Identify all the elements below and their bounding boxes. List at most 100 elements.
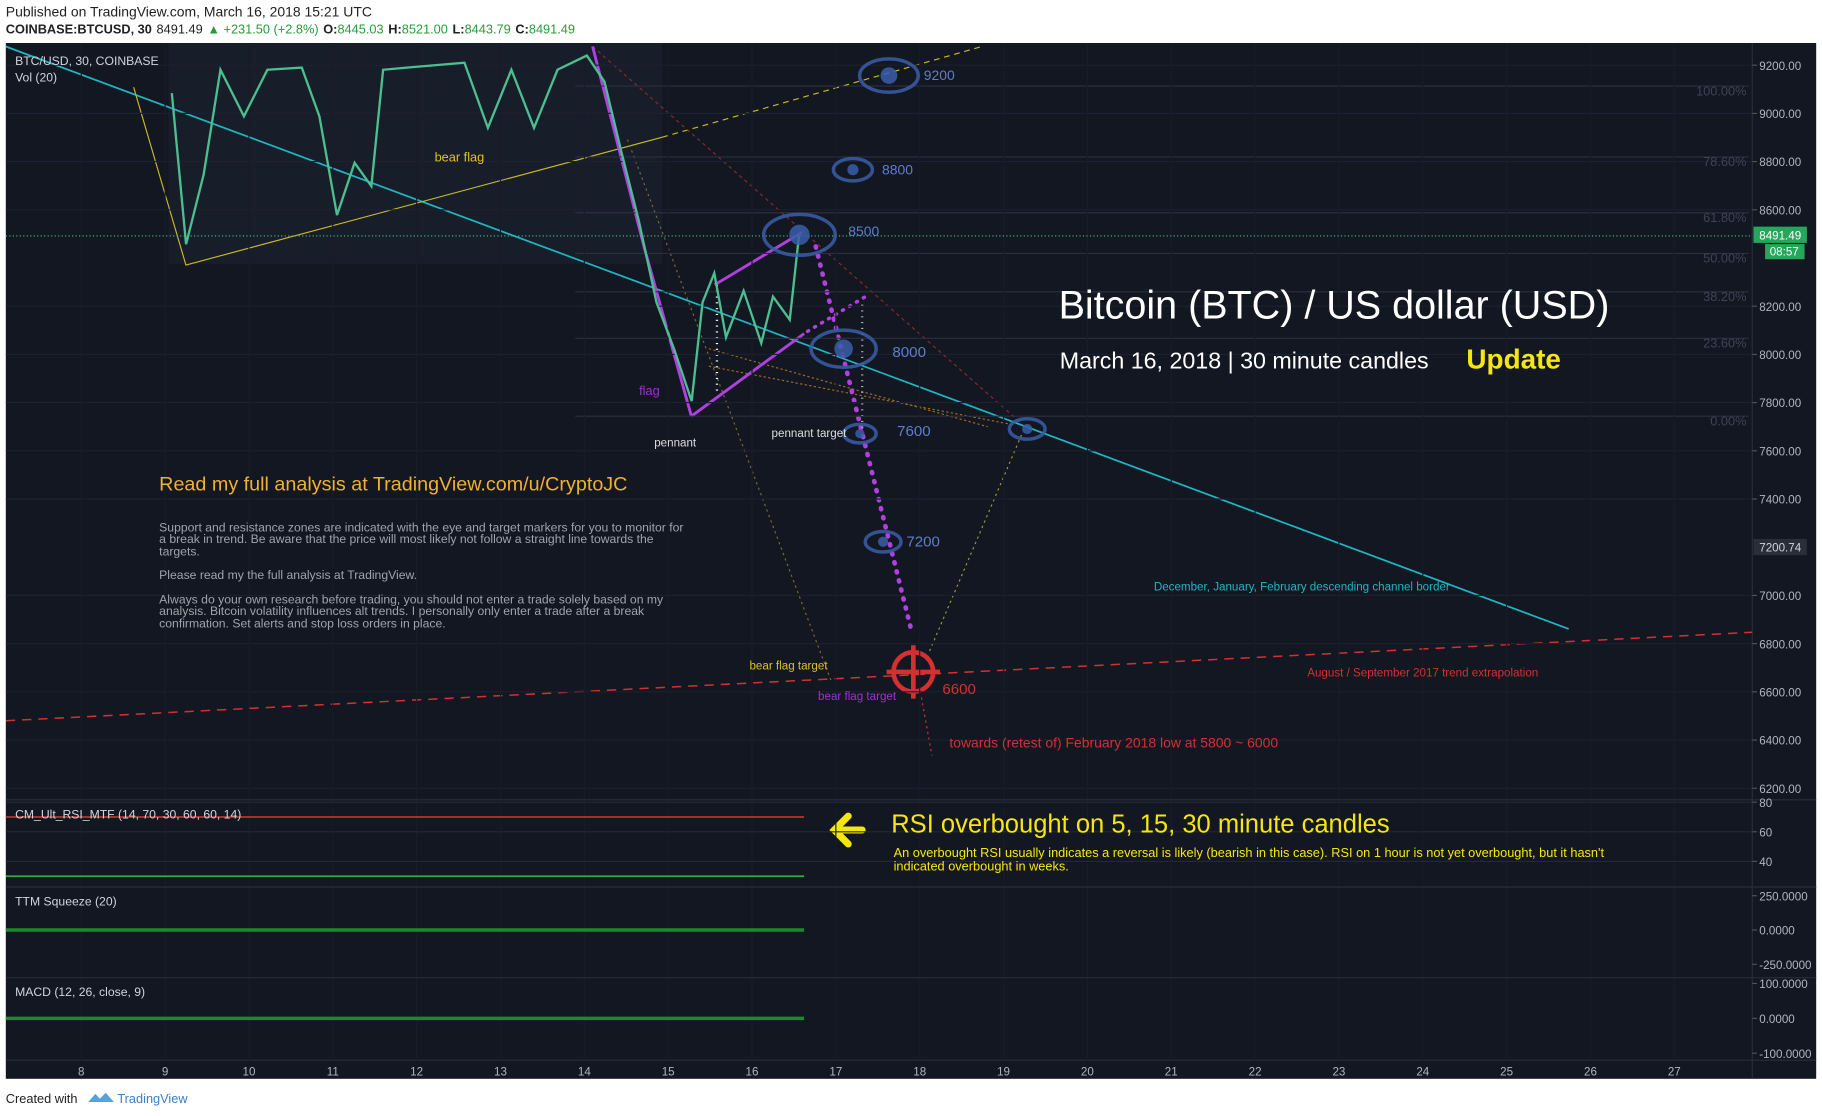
y-tick-label: 250.0000 — [1759, 890, 1807, 903]
annotation: December, January, February descending c… — [1154, 581, 1450, 594]
annotation: 8800 — [882, 161, 913, 177]
header-value: H: — [388, 22, 401, 37]
eye-pupil — [877, 536, 889, 547]
footer-text: Created with — [6, 1091, 78, 1106]
y-tick-label: 100.0000 — [1759, 978, 1807, 991]
header-value: 8491.49 — [157, 22, 203, 37]
x-tick-label: 11 — [327, 1065, 339, 1078]
header-value: C: — [515, 22, 528, 37]
dotted-line — [708, 365, 1012, 425]
annotation: August / September 2017 trend extrapolat… — [1307, 667, 1538, 680]
y-tick-label: 7000.00 — [1759, 590, 1801, 603]
eye-pupil — [834, 339, 853, 359]
x-tick-label: 27 — [1668, 1065, 1681, 1078]
path-projection — [805, 294, 868, 334]
x-tick-label: 14 — [578, 1065, 591, 1078]
bear-flag-line — [133, 87, 663, 266]
x-tick-label: 22 — [1249, 1065, 1262, 1078]
annotation: Please read my the full analysis at Trad… — [159, 568, 417, 582]
pane-title: BTC/USD, 30, COINBASE — [15, 54, 159, 68]
eye-marker — [857, 57, 920, 95]
y-tick-label: 7600.00 — [1759, 445, 1801, 458]
header-value: O: — [323, 22, 337, 37]
y-tick-label: 40 — [1759, 856, 1772, 869]
eye-pupil — [789, 224, 810, 246]
annotation: analysis. Bitcoin volatility influences … — [159, 604, 645, 618]
y-tick-label: 6600.00 — [1759, 686, 1801, 699]
annotation: a break in trend. Be aware that the pric… — [159, 532, 654, 546]
annotation: indicated overbought in weeks. — [894, 859, 1069, 874]
annotation: Always do your own research before tradi… — [159, 592, 664, 606]
footer-brand: TradingView — [117, 1091, 188, 1106]
dotted-line — [929, 432, 1024, 652]
marker-label: 7200.74 — [1759, 542, 1801, 555]
x-tick-label: 24 — [1416, 1065, 1429, 1078]
eye-marker — [1007, 416, 1047, 441]
x-tick-label: 17 — [829, 1065, 842, 1078]
annotation: RSI overbought on 5, 15, 30 minute candl… — [891, 810, 1389, 838]
annotation: 9200 — [924, 67, 955, 83]
annotation: March 16, 2018 | 30 minute candles — [1060, 348, 1429, 374]
price-series — [170, 54, 801, 402]
countdown-box — [1765, 244, 1805, 260]
countdown: 08:57 — [1770, 246, 1799, 259]
header-value: COINBASE:BTCUSD, 30 — [6, 22, 152, 37]
last-price-box — [1753, 226, 1807, 243]
y-tick-label: 60 — [1759, 826, 1772, 839]
y-tick-label: 8200.00 — [1759, 301, 1801, 314]
zone — [168, 43, 663, 264]
pane-title: TTM Squeeze (20) — [15, 895, 117, 909]
y-tick-label: -100.0000 — [1759, 1048, 1811, 1061]
y-tick-label: 9200.00 — [1759, 60, 1801, 73]
y-tick-label: 7400.00 — [1759, 494, 1801, 507]
header-value: ▲ +231.50 (+2.8%) — [207, 22, 318, 37]
annotation: towards (retest of) February 2018 low at… — [949, 734, 1278, 750]
annotation: confirmation. Set alerts and stop loss o… — [159, 617, 445, 631]
eye-pupil — [855, 428, 865, 439]
annotation: bear flag target — [749, 660, 828, 673]
pane-title: CM_Ult_RSI_MTF (14, 70, 30, 60, 60, 14) — [15, 807, 241, 821]
pane-title: Vol (20) — [15, 70, 57, 84]
pennant-line — [713, 231, 803, 287]
y-tick-label: 8600.00 — [1759, 204, 1801, 217]
y-tick-label: 6400.00 — [1759, 735, 1801, 748]
header-value: 8491.49 — [529, 22, 575, 37]
x-tick-label: 25 — [1500, 1065, 1513, 1078]
x-tick-label: 10 — [242, 1065, 255, 1078]
y-tick-label: 6200.00 — [1759, 783, 1801, 796]
annotation: pennant target — [772, 427, 848, 440]
x-tick-label: 19 — [997, 1065, 1010, 1078]
y-tick-label: 8000.00 — [1759, 349, 1801, 362]
x-tick-label: 20 — [1081, 1065, 1094, 1078]
fib-label: 0.00% — [1710, 413, 1746, 428]
y-tick-label: 80 — [1759, 797, 1772, 810]
eye-marker — [809, 328, 878, 370]
eye-marker — [863, 529, 903, 554]
header-value: 8443.79 — [465, 22, 511, 37]
annotation: An overbought RSI usually indicates a re… — [894, 845, 1605, 860]
y-tick-label: 8800.00 — [1759, 156, 1801, 169]
price-line — [170, 54, 801, 402]
fib-label: 23.60% — [1703, 336, 1746, 351]
x-tick-label: 9 — [162, 1065, 168, 1078]
annotation: 6600 — [942, 681, 976, 698]
fib-label: 61.80% — [1703, 210, 1746, 225]
x-tick-label: 21 — [1165, 1065, 1178, 1078]
annotation: 7600 — [897, 423, 931, 440]
fib-label: 78.60% — [1703, 154, 1746, 169]
annotation: bear flag target — [818, 690, 897, 703]
y-tick-label: 7800.00 — [1759, 397, 1801, 410]
eye-marker — [841, 422, 878, 445]
annotation: pennant — [654, 436, 697, 449]
header-value: L: — [453, 22, 465, 37]
rsi-arrow — [829, 812, 866, 848]
last-price-label: 8491.49 — [1759, 229, 1801, 242]
x-tick-label: 16 — [746, 1065, 759, 1078]
annotation: Update — [1466, 344, 1560, 375]
marker-box — [1753, 538, 1807, 556]
eye-marker — [831, 156, 875, 183]
fib-label: 38.20% — [1703, 289, 1746, 304]
x-tick-label: 18 — [913, 1065, 926, 1078]
